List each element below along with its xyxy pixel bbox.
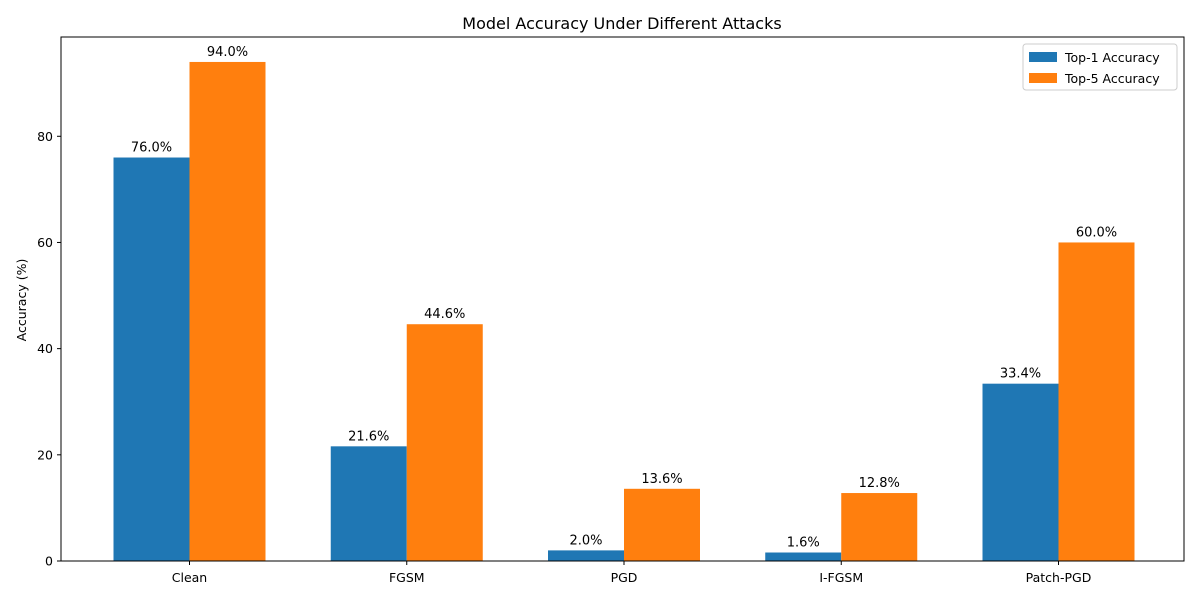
- y-tick-label: 60: [37, 235, 53, 250]
- x-tick-label: PGD: [611, 570, 638, 585]
- bar-top5-fgsm: [406, 324, 483, 561]
- bar-top5-i-fgsm: [841, 493, 918, 561]
- y-axis: 0 20 40 60 80: [37, 129, 61, 569]
- x-tick-label: FGSM: [389, 570, 425, 585]
- y-tick-label: 40: [37, 341, 53, 356]
- bar-value-label: 76.0%: [131, 141, 172, 156]
- bar-labels-layer: 76.0% 94.0% 21.6% 44.6% 2.0% 13.6% 1.6% 12.8% 33…: [131, 45, 1117, 551]
- y-tick-label: 80: [37, 129, 53, 144]
- plot-frame: [60, 36, 1185, 562]
- bar-top1-fgsm: [330, 446, 407, 561]
- bar-top1-clean: [113, 157, 190, 561]
- y-tick-label: 0: [45, 554, 53, 569]
- legend-label: Top-1 Accuracy: [1064, 50, 1160, 65]
- y-tick-label: 20: [37, 447, 53, 462]
- legend-box: [1022, 43, 1178, 91]
- x-tick-label: Patch-PGD: [1026, 570, 1092, 585]
- bar-value-label: 1.6%: [787, 536, 820, 551]
- bars-layer: [113, 61, 1135, 561]
- bar-top5-patch-pgd: [1058, 242, 1135, 561]
- legend-swatch: [1029, 52, 1057, 62]
- chart-title: Model Accuracy Under Different Attacks: [462, 14, 781, 33]
- bar-top1-pgd: [548, 550, 624, 561]
- x-tick-label: I-FGSM: [819, 570, 863, 585]
- bar-top1-i-fgsm: [765, 552, 842, 561]
- bar-top5-clean: [189, 61, 266, 561]
- legend-swatch: [1029, 73, 1057, 83]
- bar-value-label: 94.0%: [207, 45, 248, 60]
- y-axis-label: Accuracy (%): [14, 259, 29, 342]
- legend-label: Top-5 Accuracy: [1064, 71, 1160, 86]
- x-axis: Clean FGSM PGD I-FGSM Patch-PGD: [172, 561, 1092, 585]
- x-tick-label: Clean: [172, 570, 207, 585]
- bar-value-label: 2.0%: [569, 533, 602, 548]
- bar-value-label: 21.6%: [348, 429, 389, 444]
- bar-value-label: 60.0%: [1076, 225, 1117, 240]
- legend: Top-1 Accuracy Top-5 Accuracy: [1022, 43, 1178, 91]
- bar-value-label: 13.6%: [641, 472, 682, 487]
- bar-top1-patch-pgd: [982, 383, 1059, 561]
- bar-value-label: 12.8%: [859, 476, 900, 491]
- bar-value-label: 44.6%: [424, 307, 465, 322]
- bar-value-label: 33.4%: [1000, 367, 1041, 382]
- bar-top5-pgd: [624, 488, 700, 561]
